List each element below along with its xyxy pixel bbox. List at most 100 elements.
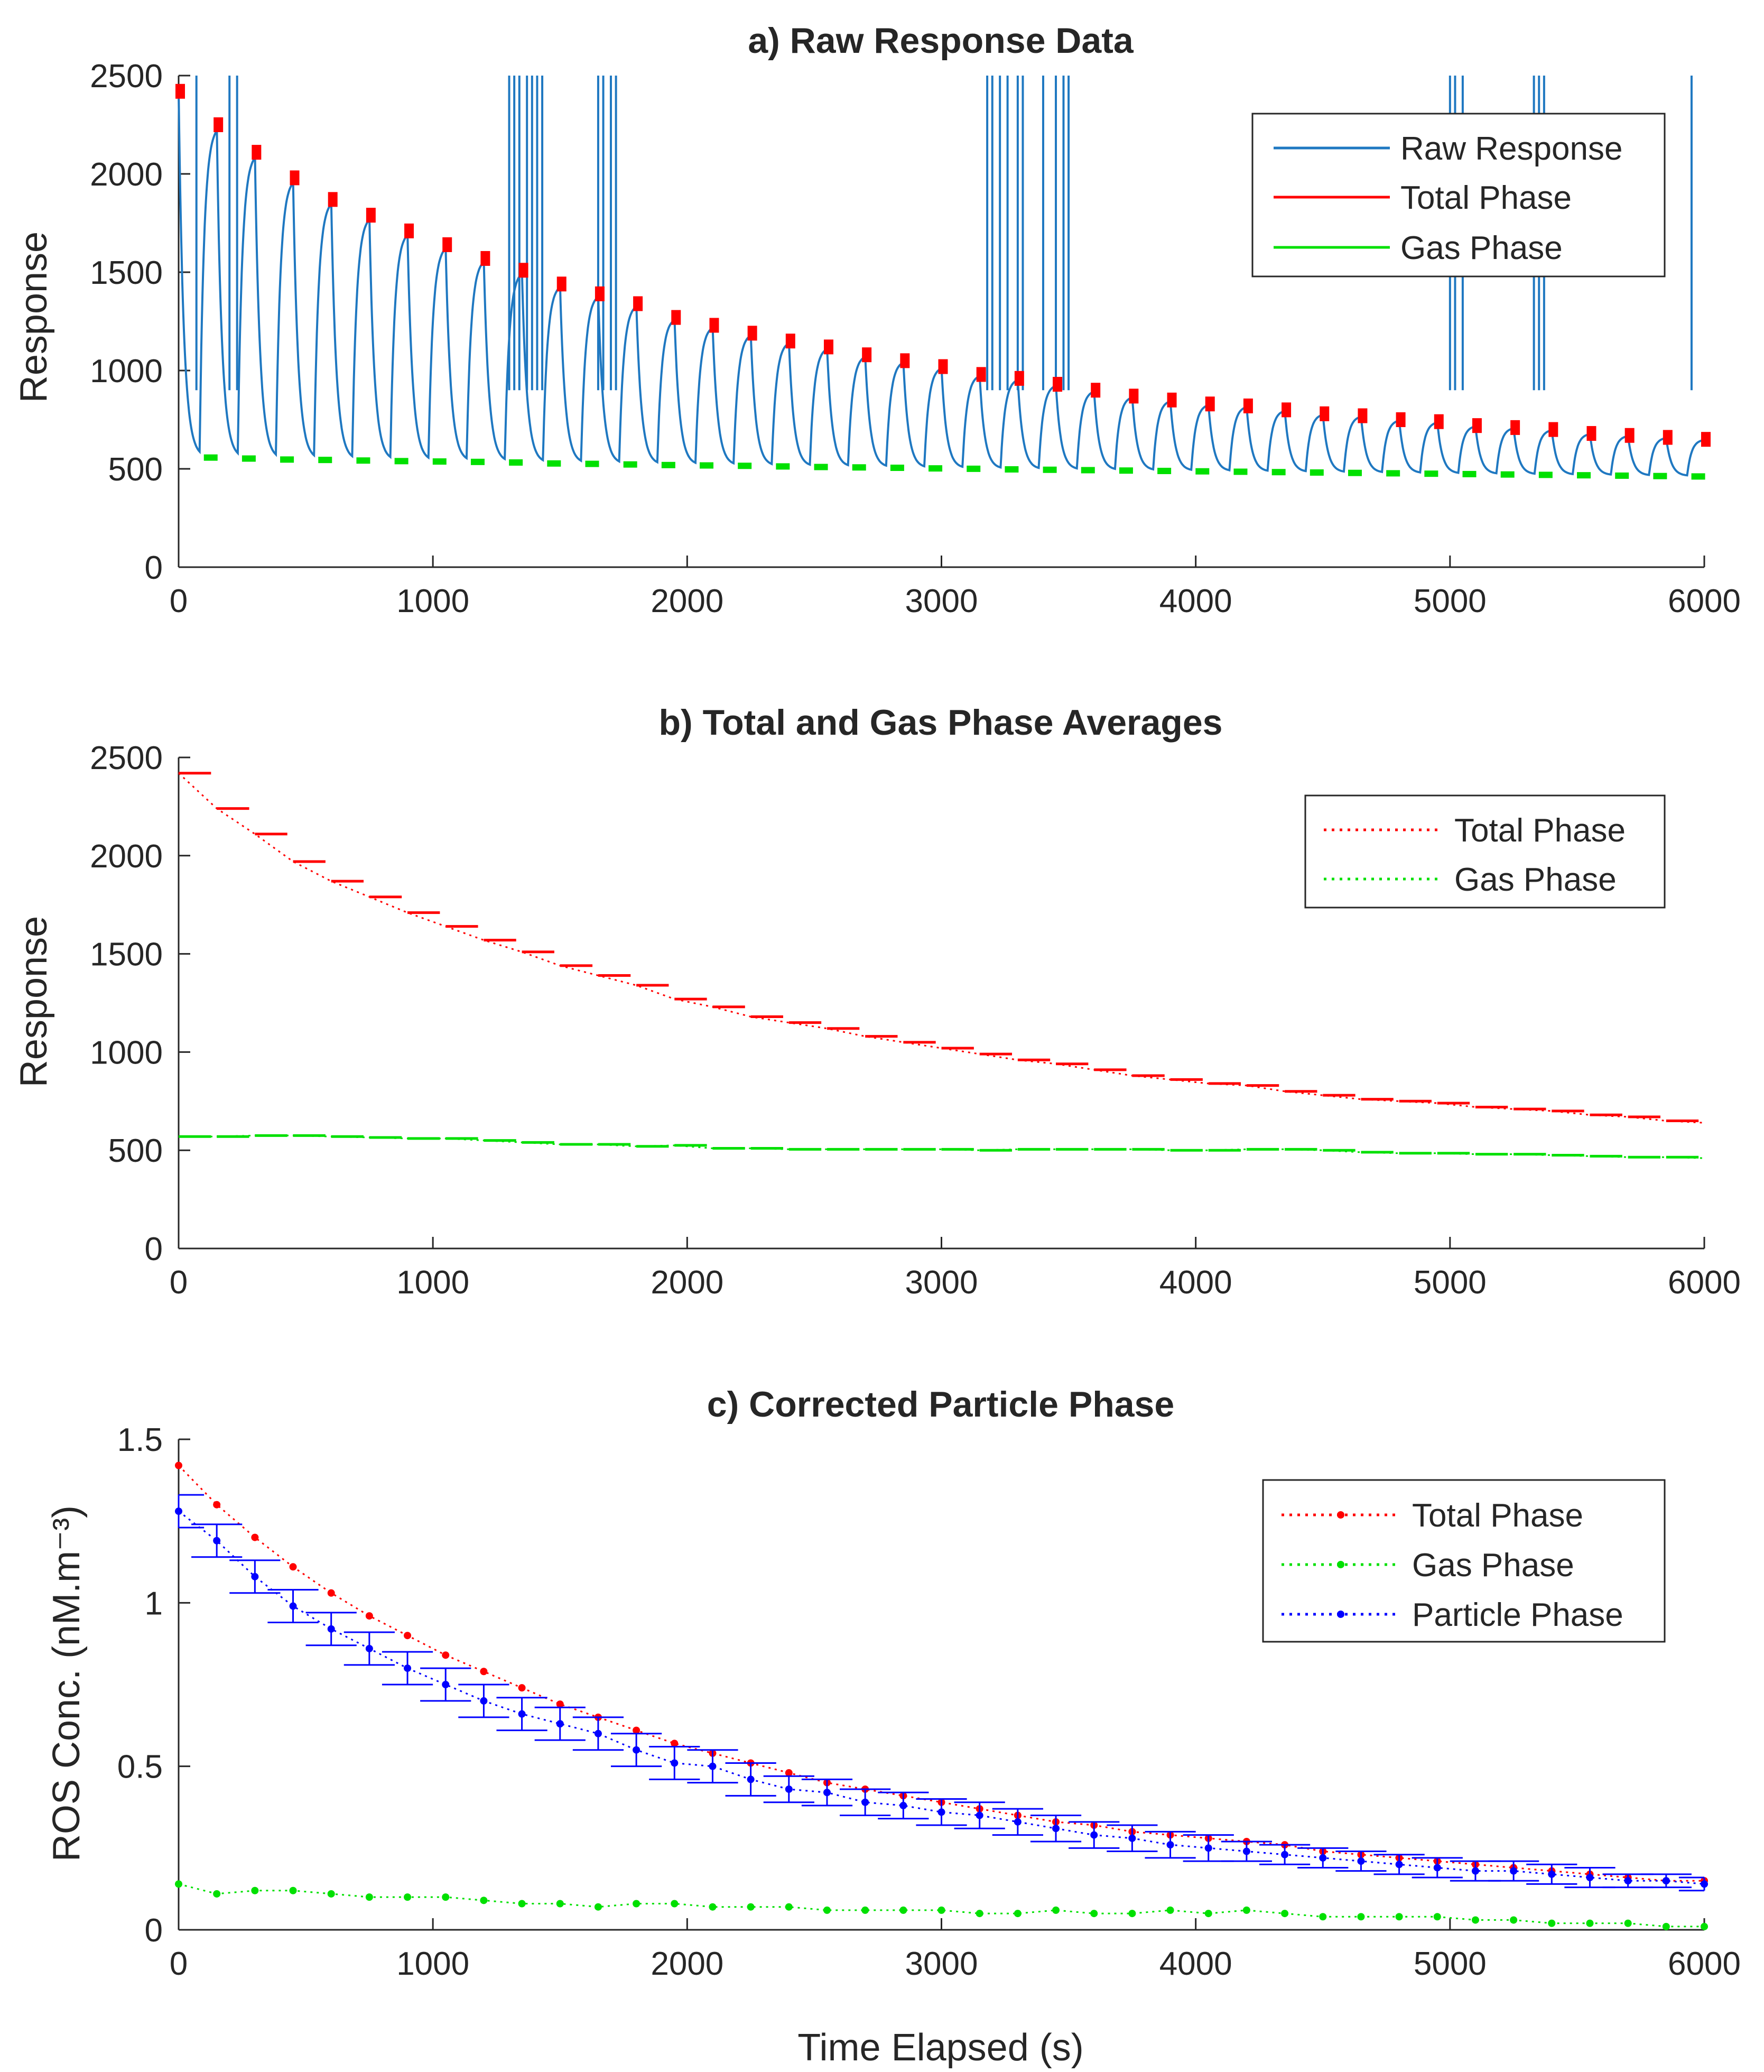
- x-tick-label: 1000: [396, 1946, 469, 1982]
- total-phase-sample: [862, 347, 872, 363]
- total-phase-point: [518, 1684, 526, 1692]
- total-phase-sample: [1320, 406, 1330, 421]
- total-phase-sample: [1548, 422, 1558, 437]
- panel-b-title: b) Total and Gas Phase Averages: [659, 702, 1223, 743]
- total-phase-point: [671, 1740, 679, 1747]
- particle-phase-point: [823, 1789, 831, 1797]
- y-tick-label: 0: [145, 550, 163, 586]
- gas-phase-sample: [1195, 468, 1210, 475]
- x-tick-label: 6000: [1668, 1264, 1741, 1301]
- x-tick-label: 2000: [651, 1946, 723, 1982]
- gas-phase-point: [1624, 1919, 1632, 1927]
- particle-phase-point: [1471, 1867, 1479, 1875]
- gas-phase-sample: [1348, 469, 1362, 476]
- particle-phase-point: [404, 1664, 412, 1672]
- particle-phase-point: [747, 1775, 755, 1783]
- particle-phase-point: [1090, 1831, 1098, 1839]
- x-tick-label: 4000: [1159, 1946, 1232, 1982]
- gas-phase-point: [671, 1900, 679, 1908]
- x-tick-label: 0: [170, 583, 188, 619]
- gas-phase-point: [1090, 1910, 1098, 1918]
- total-phase-sample: [480, 251, 490, 266]
- particle-phase-point: [1014, 1818, 1022, 1826]
- y-tick-label: 2500: [90, 58, 163, 95]
- gas-phase-point: [1548, 1919, 1556, 1927]
- gas-phase-point: [976, 1910, 983, 1918]
- gas-phase-sample: [585, 460, 599, 467]
- legend-label-gas-phase: Gas Phase: [1400, 230, 1563, 266]
- particle-phase-point: [251, 1572, 259, 1580]
- particle-phase-point: [1204, 1844, 1212, 1852]
- panel-a-plot-area: 0 1000 2000 3000 4000 5000 6000 0 500 1000 1500 200…: [90, 58, 1741, 619]
- gas-phase-point: [1128, 1910, 1136, 1918]
- gas-phase-sample: [738, 462, 752, 469]
- gas-phase-point: [899, 1906, 907, 1914]
- particle-phase-point: [480, 1697, 488, 1705]
- gas-phase-point: [1471, 1916, 1479, 1924]
- x-tick-label: 3000: [905, 1264, 978, 1301]
- y-tick-label: 2000: [90, 838, 163, 875]
- total-phase-point: [327, 1589, 335, 1597]
- gas-phase-sample: [967, 465, 981, 472]
- particle-phase-point: [1548, 1870, 1556, 1878]
- total-phase-sample: [671, 310, 681, 325]
- gas-phase-point: [1433, 1913, 1441, 1921]
- legend-label-total-phase: Total Phase: [1400, 180, 1572, 216]
- gas-phase-sample: [1081, 467, 1095, 474]
- total-phase-sample: [1243, 398, 1253, 413]
- gas-phase-sample: [280, 456, 294, 463]
- total-phase-sample: [1586, 426, 1596, 441]
- total-phase-sample: [556, 276, 567, 292]
- y-tick-label: 0.5: [117, 1749, 163, 1786]
- x-tick-label: 4000: [1159, 1264, 1232, 1301]
- particle-phase-point: [709, 1762, 717, 1770]
- gas-phase-sample: [470, 458, 485, 465]
- total-phase-point: [251, 1533, 259, 1541]
- gas-phase-sample: [1310, 469, 1324, 476]
- gas-phase-sample: [1271, 469, 1286, 476]
- gas-phase-point: [404, 1893, 412, 1901]
- x-tick-label: 1000: [396, 1264, 469, 1301]
- particle-phase-point: [785, 1785, 793, 1793]
- panel-b-phase-averages: b) Total and Gas Phase Averages Response…: [13, 702, 1741, 1301]
- total-phase-sample: [1510, 420, 1520, 435]
- panel-a-legend: Raw Response Total Phase Gas Phase: [1251, 113, 1666, 278]
- gas-phase-sample: [814, 464, 828, 470]
- particle-phase-point: [1357, 1857, 1365, 1865]
- particle-phase-point: [1242, 1847, 1250, 1855]
- legend-label-raw-response: Raw Response: [1400, 131, 1622, 167]
- total-phase-point: [213, 1501, 221, 1509]
- gas-phase-sample: [1538, 471, 1553, 478]
- particle-phase-point: [861, 1798, 869, 1806]
- gas-phase-point: [442, 1893, 450, 1901]
- gas-phase-point: [480, 1897, 488, 1904]
- x-tick-label: 5000: [1414, 1946, 1487, 1982]
- particle-phase-point: [289, 1602, 297, 1610]
- gas-phase-point: [1204, 1910, 1212, 1918]
- gas-phase-point: [1586, 1919, 1594, 1927]
- particle-phase-point: [1586, 1874, 1594, 1882]
- panel-a-raw-response: a) Raw Response Data Response 0 1000 2000 3…: [13, 21, 1741, 619]
- legend-marker-particle-phase: [1337, 1611, 1344, 1618]
- total-phase-sample: [290, 170, 300, 186]
- gas-phase-sample: [356, 457, 370, 464]
- x-tick-label: 2000: [651, 583, 723, 619]
- total-phase-sample: [1167, 392, 1177, 408]
- y-tick-label: 0: [145, 1231, 163, 1268]
- gas-phase-point: [1166, 1906, 1174, 1914]
- particle-phase-point: [442, 1681, 450, 1688]
- y-tick-label: 500: [108, 451, 163, 488]
- particle-phase-point: [518, 1710, 526, 1718]
- gas-phase-sample: [929, 465, 943, 472]
- gas-phase-point: [1395, 1913, 1403, 1921]
- particle-phase-point: [1128, 1834, 1136, 1842]
- total-phase-sample: [747, 326, 757, 341]
- total-phase-sample: [252, 145, 262, 160]
- particle-phase-point: [1319, 1854, 1327, 1862]
- total-phase-sample: [1434, 414, 1444, 429]
- y-tick-label: 2500: [90, 740, 163, 776]
- x-tick-label: 2000: [651, 1264, 723, 1301]
- panel-a-legend-box: [1251, 113, 1666, 278]
- gas-phase-point: [1510, 1916, 1518, 1924]
- particle-phase-point: [1510, 1867, 1518, 1875]
